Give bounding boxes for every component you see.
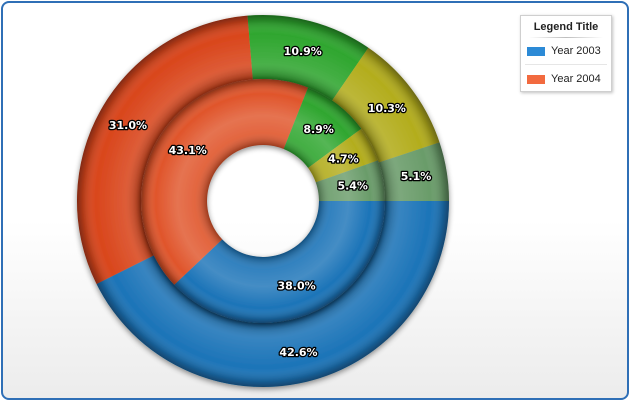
outer-slice-label-0: 42.6%	[279, 346, 317, 359]
outer-ring-year-2003	[77, 14, 449, 387]
inner-slice-label-2: 8.9%	[303, 123, 334, 136]
inner-slice-label-4: 5.4%	[337, 180, 368, 193]
legend-swatch-year-2003	[527, 46, 545, 56]
slice-labels: 42.6% 31.0% 10.9% 10.3% 5.1% 38.0% 43.1% 8.9% 4.…	[108, 44, 433, 360]
legend-label-year-2003: Year 2003	[551, 45, 601, 57]
legend-divider	[525, 64, 607, 65]
inner-slice-label-1: 43.1%	[169, 144, 207, 157]
legend-swatch-year-2004	[527, 74, 545, 84]
outer-slice-label-2: 10.9%	[284, 45, 322, 58]
legend-item-year-2004[interactable]: Year 2004	[527, 72, 601, 86]
legend: Legend Title Year 2003 Year 2004	[520, 15, 612, 92]
legend-item-year-2003[interactable]: Year 2003	[527, 44, 601, 58]
legend-title-separator	[529, 37, 603, 38]
inner-slice-label-3: 4.7%	[328, 152, 359, 165]
outer-slice-label-4: 5.1%	[401, 170, 432, 183]
legend-label-year-2004: Year 2004	[551, 73, 601, 85]
inner-slice-label-0: 38.0%	[278, 280, 316, 293]
legend-title: Legend Title	[533, 21, 599, 33]
outer-slice-label-1: 31.0%	[109, 119, 147, 132]
inner-ring-year-2004	[141, 78, 385, 324]
outer-slice-label-3: 10.3%	[368, 102, 406, 115]
